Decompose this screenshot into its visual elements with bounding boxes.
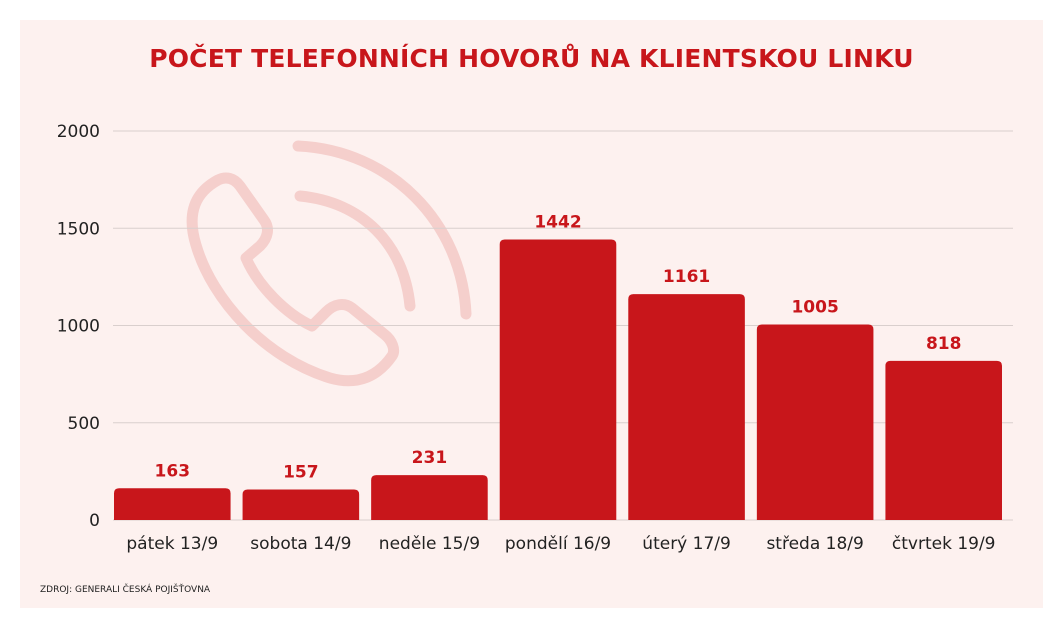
data-label: 1161 (663, 267, 710, 287)
data-label: 163 (155, 461, 191, 481)
x-tick-label: pátek 13/9 (126, 534, 218, 554)
data-labels: 163 157 231 1442 1161 1005 818 (155, 213, 962, 483)
phone-icon (186, 140, 472, 387)
bar (114, 488, 231, 520)
bar (499, 239, 617, 520)
y-tick-label: 2000 (57, 122, 100, 142)
data-label: 231 (412, 448, 448, 468)
x-tick-label: sobota 14/9 (250, 534, 351, 554)
x-tick-label: neděle 15/9 (379, 534, 480, 554)
x-tick-label: čtvrtek 19/9 (892, 534, 996, 554)
bar (885, 360, 1002, 520)
y-tick-label: 1000 (57, 317, 100, 337)
x-axis: pátek 13/9 sobota 14/9 neděle 15/9 pondělí … (126, 534, 995, 554)
source-note: ZDROJ: GENERALI ČESKÁ POJIŠŤOVNA (40, 585, 211, 595)
bar (628, 294, 745, 520)
x-tick-label: pondělí 16/9 (505, 534, 611, 554)
bar (242, 489, 360, 520)
y-tick-label: 1500 (57, 219, 100, 239)
y-axis: 0 500 1000 1500 2000 (57, 122, 100, 531)
chart-title: POČET TELEFONNÍCH HOVORŮ NA KLIENTSKOU L… (149, 44, 914, 73)
bars (114, 239, 1002, 520)
bar (756, 324, 874, 520)
x-tick-label: středa 18/9 (766, 534, 863, 554)
bar (371, 475, 488, 520)
data-label: 1442 (534, 213, 581, 233)
data-label: 818 (926, 334, 962, 354)
y-tick-label: 0 (89, 511, 100, 531)
data-label: 1005 (791, 298, 838, 318)
data-label: 157 (283, 462, 319, 482)
x-tick-label: úterý 17/9 (642, 534, 731, 554)
y-tick-label: 500 (68, 414, 100, 434)
